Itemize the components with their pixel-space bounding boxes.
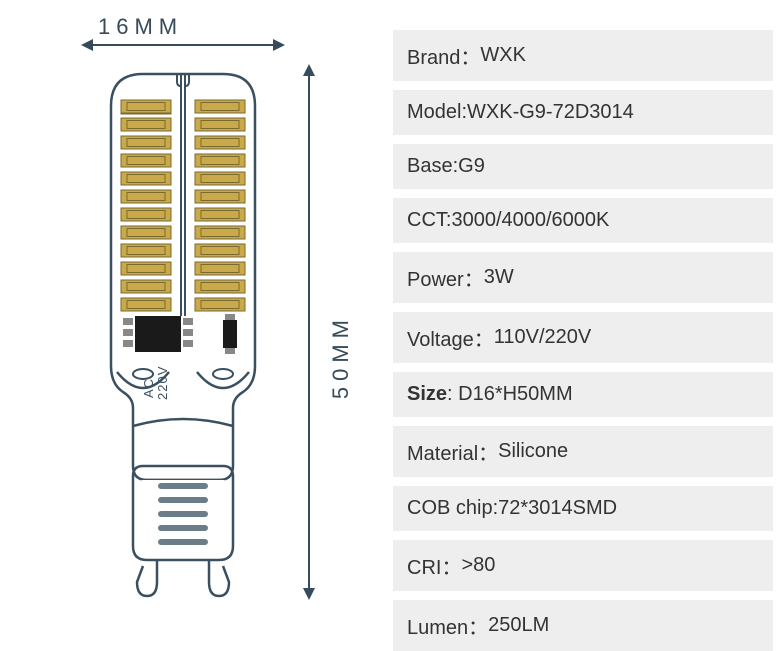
- spec-label: Voltage：: [407, 323, 494, 352]
- spec-value: : D16*H50MM: [447, 383, 573, 406]
- spec-row: Lumen：250LM: [393, 600, 773, 651]
- height-dimension-label: 50MM: [328, 314, 354, 399]
- height-dimension-arrow: [308, 66, 310, 598]
- width-dimension-label: 16MM: [98, 14, 183, 40]
- spec-value: WXK: [480, 44, 526, 67]
- spec-row: Power：3W: [393, 252, 773, 303]
- width-dimension-arrow: [83, 44, 283, 46]
- spec-label: Lumen：: [407, 611, 488, 640]
- spec-label: Model:: [407, 101, 467, 124]
- bulb-technical-drawing: AC 220V: [83, 66, 283, 598]
- spec-row: Model: WXK-G9-72D3014: [393, 90, 773, 135]
- spec-label: CCT:: [407, 209, 451, 232]
- spec-value: 3W: [484, 266, 514, 289]
- spec-value: G9: [458, 155, 485, 178]
- svg-text:220V: 220V: [155, 366, 170, 400]
- spec-label: CRI：: [407, 551, 461, 580]
- spec-row: Voltage：110V/220V: [393, 312, 773, 363]
- spec-value: WXK-G9-72D3014: [467, 101, 634, 124]
- svg-text:AC: AC: [141, 378, 156, 398]
- spec-value: 110V/220V: [494, 326, 592, 349]
- spec-value: >80: [461, 554, 495, 577]
- spec-row: Brand：WXK: [393, 30, 773, 81]
- spec-value: Silicone: [498, 440, 568, 463]
- spec-value: 250LM: [488, 614, 549, 637]
- spec-row: CRI：>80: [393, 540, 773, 591]
- spec-value: 72*3014SMD: [498, 497, 617, 520]
- spec-label: Size: [407, 383, 447, 406]
- spec-row: COB chip: 72*3014SMD: [393, 486, 773, 531]
- spec-label: Brand：: [407, 41, 480, 70]
- spec-row: Base: G9: [393, 144, 773, 189]
- spec-row: CCT: 3000/4000/6000K: [393, 198, 773, 243]
- diagram-panel: 16MM 50MM: [8, 14, 393, 631]
- spec-label: COB chip:: [407, 497, 498, 520]
- spec-table: Brand：WXK Model: WXK-G9-72D3014 Base: G9 CC…: [393, 14, 773, 631]
- spec-row: Size: D16*H50MM: [393, 372, 773, 417]
- spec-label: Material：: [407, 437, 498, 466]
- spec-label: Base:: [407, 155, 458, 178]
- spec-value: 3000/4000/6000K: [451, 209, 609, 232]
- spec-row: Material：Silicone: [393, 426, 773, 477]
- spec-label: Power：: [407, 263, 484, 292]
